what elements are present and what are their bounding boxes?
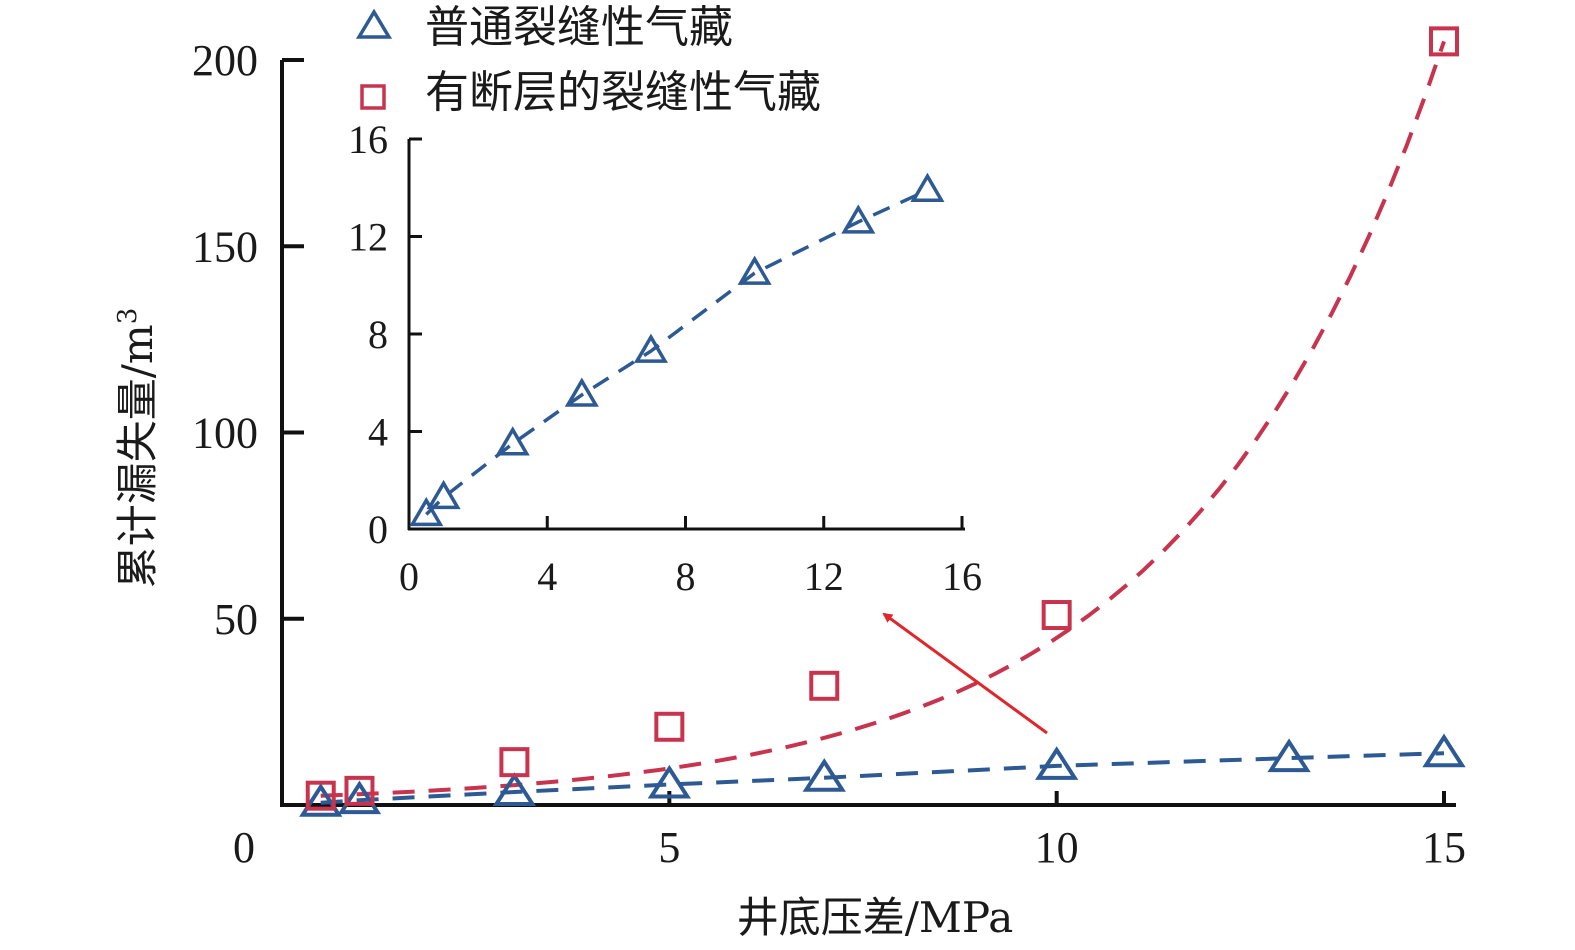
inset-point-triangle [564,377,599,407]
inset-x-tick-label: 12 [804,554,844,599]
main-y-tick-label: 50 [214,595,258,644]
inset-markers [409,172,945,527]
inset-trend-series-1 [425,188,929,516]
y-axis-title: 累计漏失量/m3 [113,308,162,589]
inset-tick-labels: 0 4 8 12 16 0 4 8 12 16 [348,117,982,599]
legend: 普通裂缝性气藏 有断层的裂缝性气藏 [355,2,821,118]
main-tick-labels: 0 5 10 15 50 100 150 200 [192,36,1466,872]
inset-point-triangle [737,255,772,285]
main-x-tick-label: 10 [1035,823,1079,872]
inset-point-triangle [426,479,461,510]
main-point-square [1041,600,1072,631]
inset-trend-lines [425,188,929,516]
legend-item-series-2: 有断层的裂缝性气藏 [360,67,821,118]
y-axis-title-superscript: 3 [113,308,143,325]
main-point-triangle [299,783,343,817]
inset-y-tick-label: 4 [368,410,388,455]
inset-x-tick-label: 8 [676,554,696,599]
inset-point-triangle [495,426,530,456]
main-point-square [809,670,840,701]
inset-x-tick-label: 0 [399,554,419,599]
inset-point-triangle [910,172,945,202]
inset-point-triangle [409,496,444,527]
main-plot: 0 5 10 15 50 100 150 200 [192,26,1466,872]
legend-square-icon [360,84,386,110]
legend-label-series-2: 有断层的裂缝性气藏 [425,67,821,118]
main-trend-lines [320,40,1446,805]
y-axis-title-text: 累计漏失量/m [113,324,162,588]
inset-x-tick-label: 4 [537,554,557,599]
main-point-triangle [1267,738,1311,773]
inset-axis-ticks [409,137,964,529]
main-point-triangle [337,780,382,815]
x-axis-title: 井底压差/MPa [737,893,1014,942]
main-trend-series-2 [320,40,1446,798]
inset-y-tick-label: 0 [368,507,388,552]
main-y-tick-label: 200 [192,36,258,85]
main-point-square [499,747,530,778]
inset-x-tick-label: 16 [942,554,982,599]
inset-pointer-arrow [882,612,1048,735]
main-x-tick-label: 5 [658,823,680,872]
main-point-triangle [1035,746,1079,780]
main-point-square [1429,26,1459,57]
inset-y-tick-label: 8 [368,312,388,357]
main-y-tick-label: 150 [192,222,258,271]
main-point-triangle [1422,733,1466,768]
inset-y-tick-label: 16 [348,117,388,162]
main-point-triangle [802,758,846,792]
main-axis-ticks [282,58,1446,805]
main-x-tick-label: 15 [1422,823,1466,872]
main-point-square [654,711,685,742]
main-point-square [344,775,375,806]
main-x-tick-label: 0 [233,823,255,872]
inset-y-tick-label: 12 [348,215,388,260]
legend-triangle-icon [355,8,393,39]
inset-plot: 0 4 8 12 16 0 4 8 12 16 [348,117,982,599]
inset-point-triangle [633,333,668,363]
main-markers [299,26,1466,817]
inset-point-triangle [841,204,876,234]
legend-item-series-1: 普通裂缝性气藏 [355,2,733,53]
main-point-triangle [492,772,537,806]
main-point-square [305,780,336,811]
legend-label-series-1: 普通裂缝性气藏 [425,2,733,53]
main-y-tick-label: 100 [192,409,258,458]
main-point-triangle [647,764,691,799]
